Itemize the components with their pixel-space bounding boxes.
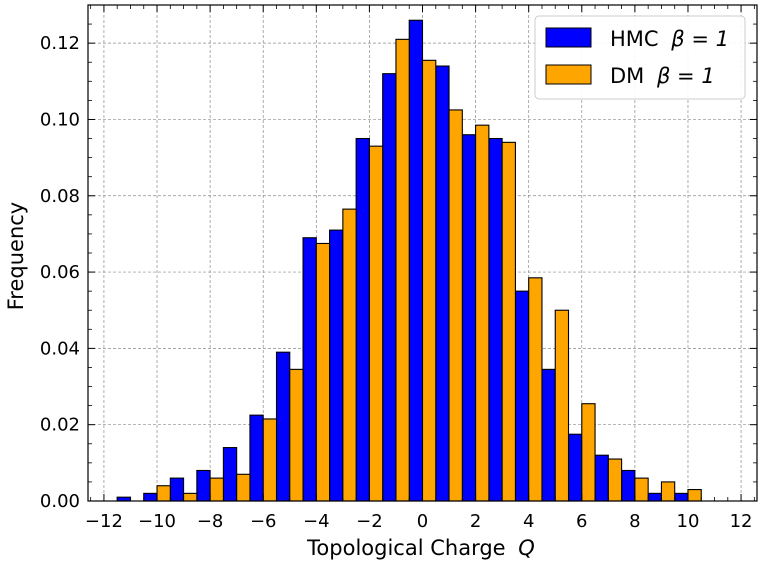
y-tick-label: 0.08: [40, 186, 80, 207]
ticks: [88, 5, 757, 502]
bar-dm: [660, 481, 676, 502]
x-axis-title: Topological Charge Q: [306, 536, 535, 560]
legend: HMC β = 1 DM β = 1: [534, 15, 746, 100]
bar-dm: [634, 477, 649, 502]
bar-dm: [342, 208, 357, 502]
bar-hmc: [355, 137, 370, 502]
bar-dm: [687, 489, 702, 502]
bar-hmc: [329, 229, 344, 502]
bar-dm: [262, 418, 278, 502]
bar-dm: [607, 458, 623, 502]
bar-dm: [554, 309, 570, 502]
x-tick-label: 6: [576, 511, 587, 532]
bar-dm: [183, 492, 198, 502]
bar-dm: [315, 242, 331, 502]
tick-labels: −12 −10 −8 −6 −4 −2 0 2 4 6 8 10 12 0.00 0.02 0.04 0.06 0…: [40, 33, 753, 532]
legend-label-hmc: HMC β = 1: [610, 27, 729, 51]
y-tick-label: 0.02: [40, 415, 80, 436]
bar-hmc: [647, 492, 662, 502]
y-tick-label: 0.12: [40, 33, 80, 54]
bar-hmc: [621, 469, 636, 502]
x-tick-label: 10: [677, 511, 700, 532]
bar-dm: [421, 59, 437, 502]
bar-dm: [581, 403, 596, 502]
y-tick-label: 0.10: [40, 109, 80, 130]
bar-dm: [395, 38, 410, 502]
x-tick-label: −10: [138, 511, 176, 532]
bar-hmc: [143, 492, 158, 502]
legend-swatch-dm: [545, 64, 592, 85]
x-tick-label: 12: [730, 511, 753, 532]
legend-label-hmc-name: HMC: [610, 27, 659, 51]
bar-dm: [528, 277, 543, 502]
bar-hmc: [196, 469, 211, 502]
bar-hmc: [222, 447, 238, 502]
bar-dm: [209, 477, 224, 502]
bar-dm: [475, 124, 490, 502]
y-tick-label: 0.00: [40, 491, 80, 512]
bar-hmc: [408, 19, 424, 502]
bar-hmc: [594, 454, 609, 502]
x-axis-title-text: Topological Charge: [306, 536, 505, 560]
x-tick-label: −12: [85, 511, 123, 532]
legend-swatch-hmc: [545, 27, 592, 48]
x-axis-title-var: Q: [518, 536, 535, 560]
bar-dm: [236, 473, 251, 502]
bar-hmc: [302, 237, 317, 502]
bar-hmc: [435, 65, 450, 502]
bar-hmc: [541, 368, 556, 502]
bar-dm: [501, 141, 516, 502]
bar-hmc: [249, 414, 264, 502]
legend-label-dm-name: DM: [610, 64, 644, 88]
bar-dm: [448, 109, 463, 502]
y-axis-title: Frequency: [4, 202, 28, 311]
bar-hmc: [275, 351, 291, 502]
x-tick-label: −2: [356, 511, 383, 532]
x-tick-label: 0: [417, 511, 428, 532]
x-tick-label: −8: [197, 511, 224, 532]
legend-label-dm-beta: β = 1: [656, 64, 715, 88]
bar-hmc: [461, 134, 477, 502]
bar-hmc: [567, 433, 583, 502]
bar-hmc: [488, 137, 503, 502]
y-tick-label: 0.06: [40, 262, 80, 283]
bars: [116, 19, 702, 502]
bar-hmc: [382, 73, 397, 502]
x-tick-label: −4: [303, 511, 330, 532]
bar-dm: [289, 368, 304, 502]
bar-hmc: [169, 477, 185, 502]
bar-dm: [368, 145, 384, 502]
legend-label-hmc-beta: β = 1: [670, 27, 729, 51]
bar-hmc: [674, 492, 689, 502]
x-tick-label: 4: [523, 511, 534, 532]
y-tick-label: 0.04: [40, 338, 80, 359]
bar-hmc: [514, 290, 530, 502]
x-tick-label: −6: [250, 511, 277, 532]
legend-label-dm: DM β = 1: [610, 64, 715, 88]
bar-dm: [156, 485, 171, 502]
x-tick-label: 8: [629, 511, 640, 532]
x-tick-label: 2: [470, 511, 481, 532]
